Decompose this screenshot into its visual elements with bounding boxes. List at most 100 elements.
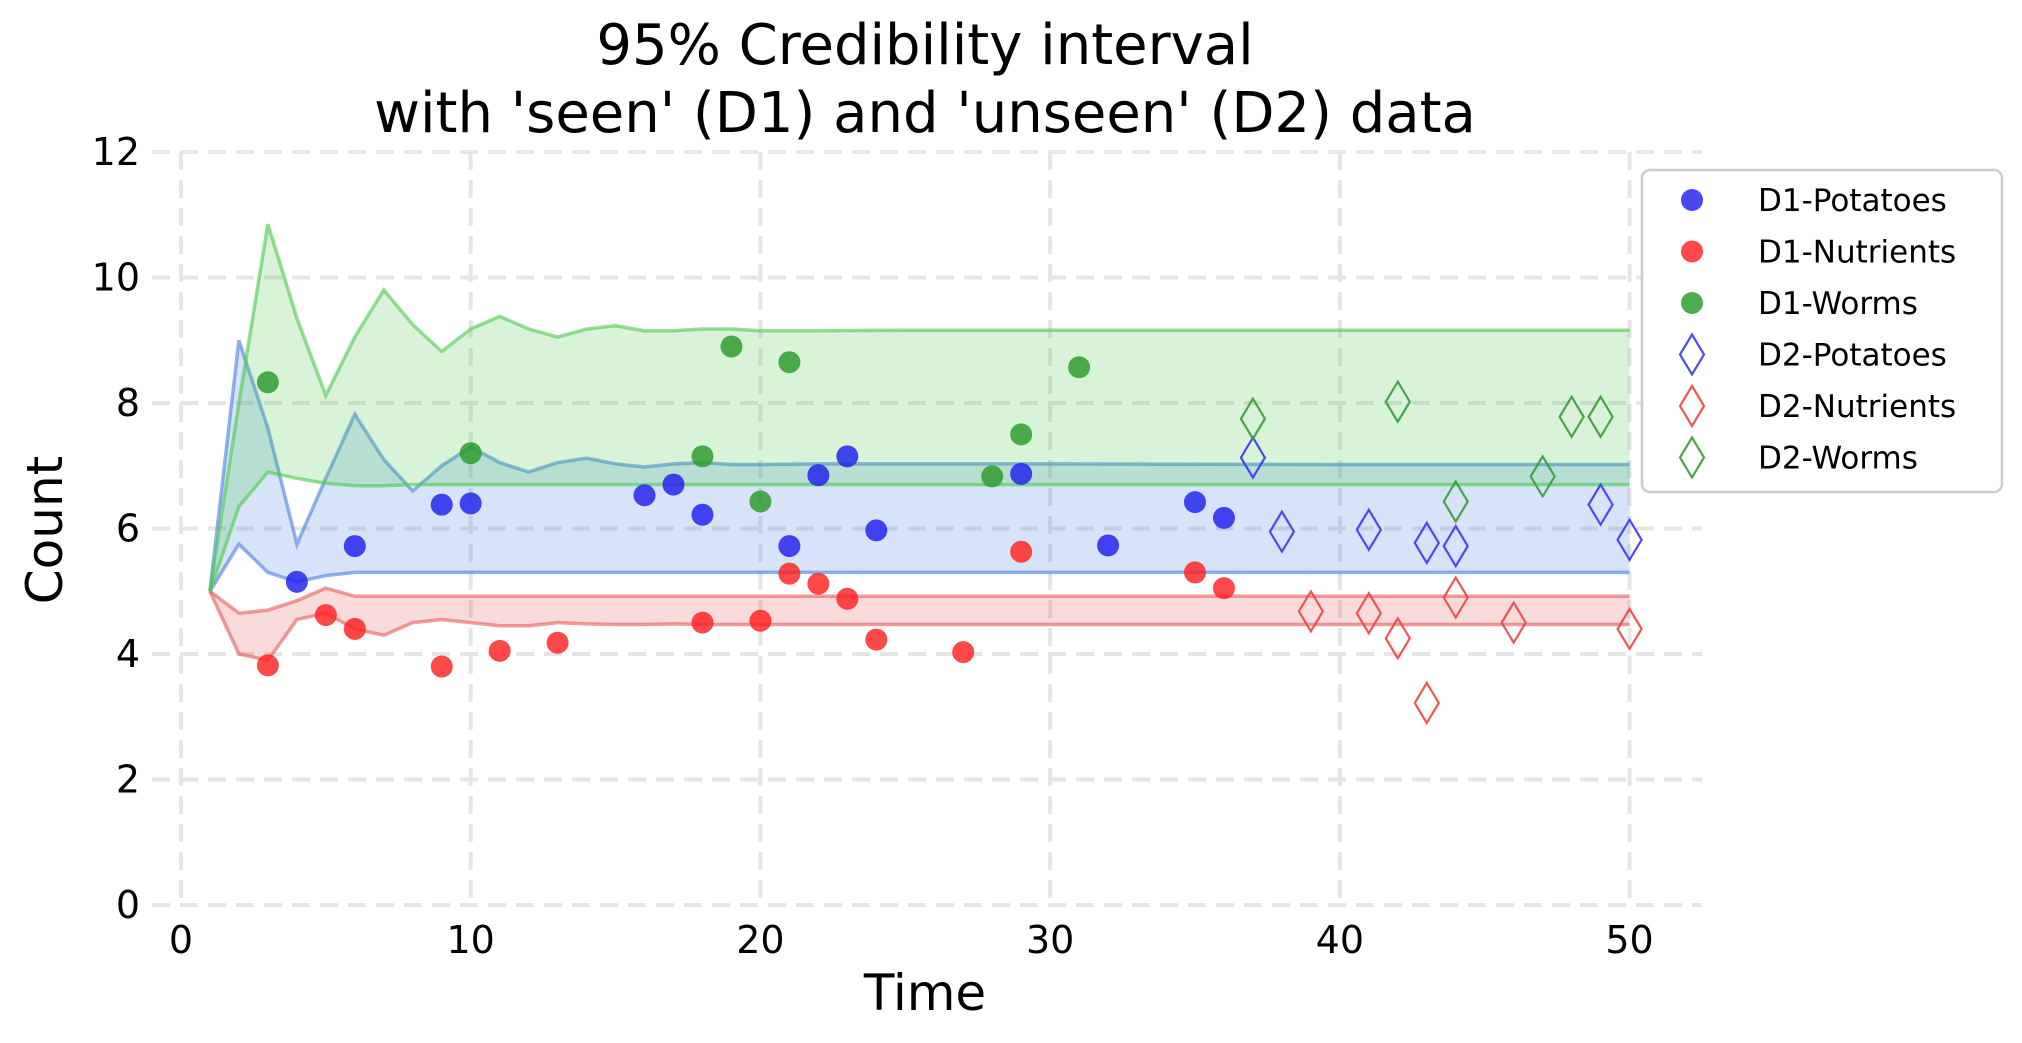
legend-label-d2-worms: D2-Worms (1758, 441, 1918, 477)
point-d1-potatoes-0 (285, 570, 308, 593)
x-tick-label-4: 40 (1316, 918, 1364, 962)
legend: D1-Potatoes D1-Nutrients D1-Worms D2-Potato… (1640, 168, 2004, 494)
point-d2-worms-5 (1587, 394, 1614, 439)
series-d1-worms (256, 335, 1091, 513)
data-points (256, 335, 1643, 726)
point-d1-nutrients-2 (343, 617, 366, 640)
series-d2-worms (1239, 379, 1614, 524)
point-d2-worms-0 (1239, 396, 1267, 441)
legend-label-d1-worms: D1-Worms (1758, 286, 1918, 322)
chart-title-line-1: 95% Credibility interval (596, 13, 1253, 78)
y-tick-label-6: 12 (92, 130, 140, 174)
point-d2-worms-2 (1442, 479, 1470, 524)
legend-label-d1-potatoes: D1-Potatoes (1758, 183, 1947, 219)
point-d1-nutrients-5 (546, 631, 569, 654)
point-d1-potatoes-1 (343, 535, 366, 558)
point-d1-potatoes-13 (1183, 491, 1206, 514)
point-d1-nutrients-13 (1010, 540, 1033, 563)
series-d1-potatoes (285, 445, 1235, 593)
point-d2-nutrients-6 (1616, 606, 1643, 652)
point-d1-nutrients-10 (836, 587, 859, 610)
legend-marker-d2-potatoes (1678, 332, 1706, 377)
y-tick-label-1: 2 (116, 758, 140, 802)
point-d2-nutrients-1 (1355, 591, 1383, 636)
point-d1-potatoes-2 (430, 493, 453, 516)
legend-marker-d1-potatoes (1681, 189, 1703, 211)
point-d1-nutrients-0 (256, 654, 279, 677)
y-tick-label-2: 4 (116, 632, 140, 676)
point-d1-worms-6 (981, 465, 1004, 488)
legend-marker-d2-worms (1678, 435, 1706, 480)
grid (152, 150, 1702, 907)
point-d1-potatoes-3 (459, 492, 482, 515)
point-d2-potatoes-2 (1355, 507, 1383, 552)
point-d1-worms-7 (1010, 423, 1033, 446)
point-d2-potatoes-4 (1442, 523, 1470, 569)
x-tick-label-5: 50 (1605, 918, 1653, 962)
point-d1-potatoes-4 (633, 484, 656, 507)
legend-label-d2-nutrients: D2-Nutrients (1758, 389, 1956, 425)
point-d1-worms-1 (459, 442, 482, 465)
point-d1-potatoes-7 (778, 535, 801, 558)
point-d2-potatoes-5 (1587, 482, 1614, 527)
y-axis-label: Count (16, 456, 74, 605)
series-d1-nutrients (256, 540, 1235, 678)
point-d2-nutrients-0 (1297, 589, 1325, 634)
point-d1-nutrients-15 (1212, 577, 1235, 600)
legend-label-d1-nutrients: D1-Nutrients (1758, 235, 1956, 271)
point-d2-potatoes-0 (1239, 435, 1267, 480)
legend-frame (1640, 168, 2004, 494)
y-tick-label-5: 10 (92, 256, 140, 300)
point-d1-nutrients-3 (430, 655, 453, 678)
point-d1-nutrients-6 (691, 611, 714, 634)
point-d1-nutrients-8 (778, 562, 801, 585)
point-d2-worms-3 (1529, 454, 1556, 499)
x-tick-label-0: 0 (169, 918, 193, 962)
series-d2-potatoes (1239, 435, 1643, 569)
x-axis-label: Time (863, 964, 986, 1022)
point-d1-nutrients-7 (749, 609, 772, 632)
point-d1-worms-8 (1068, 356, 1091, 379)
band-fill-0 (209, 340, 1630, 592)
point-d2-nutrients-4 (1442, 575, 1470, 620)
point-d2-worms-1 (1384, 379, 1412, 424)
point-d1-potatoes-6 (691, 503, 714, 526)
x-tick-label-3: 30 (1026, 918, 1074, 962)
point-d1-worms-2 (691, 445, 714, 468)
point-d1-nutrients-14 (1183, 561, 1206, 584)
legend-marker-d2-nutrients (1678, 383, 1706, 429)
band-upper-line-2 (208, 223, 1630, 592)
band-upper-line-0 (208, 339, 1630, 592)
series-d2-nutrients (1297, 575, 1643, 726)
point-d1-potatoes-9 (836, 445, 859, 468)
legend-label-d2-potatoes: D2-Potatoes (1758, 338, 1947, 374)
point-d1-worms-3 (720, 335, 743, 358)
chart-title-line-2: with 'seen' (D1) and 'unseen' (D2) data (374, 81, 1476, 146)
point-d1-potatoes-8 (807, 464, 830, 487)
x-tick-label-1: 10 (447, 918, 495, 962)
band-fill-2 (209, 224, 1630, 592)
point-d1-potatoes-5 (662, 473, 685, 496)
y-tick-label-3: 6 (116, 507, 140, 551)
point-d1-potatoes-10 (865, 519, 888, 542)
legend-marker-d1-worms (1681, 292, 1703, 314)
y-tick-label-0: 0 (116, 883, 140, 927)
point-d1-nutrients-9 (807, 572, 830, 595)
band-upper-line-1 (208, 586, 1630, 616)
x-tick-label-2: 20 (736, 918, 784, 962)
credibility-bands (208, 223, 1630, 663)
tick-labels: 0 10 20 30 40 50 0 2 4 6 8 10 12 (92, 130, 1654, 962)
point-d2-nutrients-3 (1413, 680, 1441, 726)
point-d1-nutrients-1 (314, 604, 337, 627)
legend-marker-d1-nutrients (1681, 240, 1703, 263)
band-lower-line-0 (208, 541, 1630, 593)
point-d1-potatoes-12 (1097, 534, 1120, 557)
point-d1-nutrients-4 (488, 639, 511, 662)
point-d1-worms-5 (778, 351, 801, 374)
y-tick-label-4: 8 (116, 381, 140, 425)
point-d1-potatoes-14 (1212, 506, 1235, 529)
point-d1-worms-0 (256, 371, 279, 394)
point-d1-nutrients-11 (865, 628, 888, 651)
point-d2-potatoes-3 (1413, 520, 1441, 566)
